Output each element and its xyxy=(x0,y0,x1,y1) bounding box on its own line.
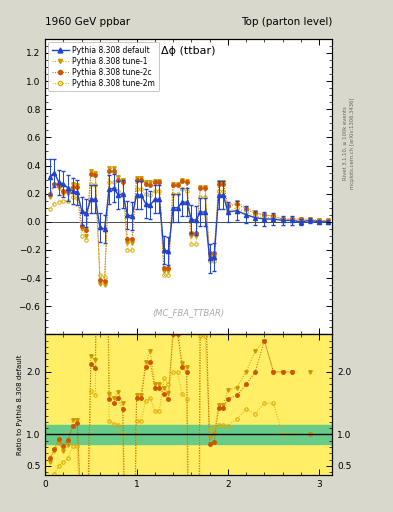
Text: (MC_FBA_TTBAR): (MC_FBA_TTBAR) xyxy=(152,308,225,317)
Text: Top (parton level): Top (parton level) xyxy=(241,16,332,27)
Legend: Pythia 8.308 default, Pythia 8.308 tune-1, Pythia 8.308 tune-2c, Pythia 8.308 tu: Pythia 8.308 default, Pythia 8.308 tune-… xyxy=(48,42,159,91)
Text: Δϕ (ttbar): Δϕ (ttbar) xyxy=(162,46,216,56)
Text: 1960 GeV ppbar: 1960 GeV ppbar xyxy=(45,16,130,27)
Text: Rivet 3.1.10, ≥ 100k events: Rivet 3.1.10, ≥ 100k events xyxy=(343,106,347,180)
Text: mcplots.cern.ch [arXiv:1306.3436]: mcplots.cern.ch [arXiv:1306.3436] xyxy=(351,98,355,189)
Bar xyxy=(45,334,332,475)
Y-axis label: Ratio to Pythia 8.308 default: Ratio to Pythia 8.308 default xyxy=(17,354,23,455)
Bar xyxy=(45,425,332,444)
